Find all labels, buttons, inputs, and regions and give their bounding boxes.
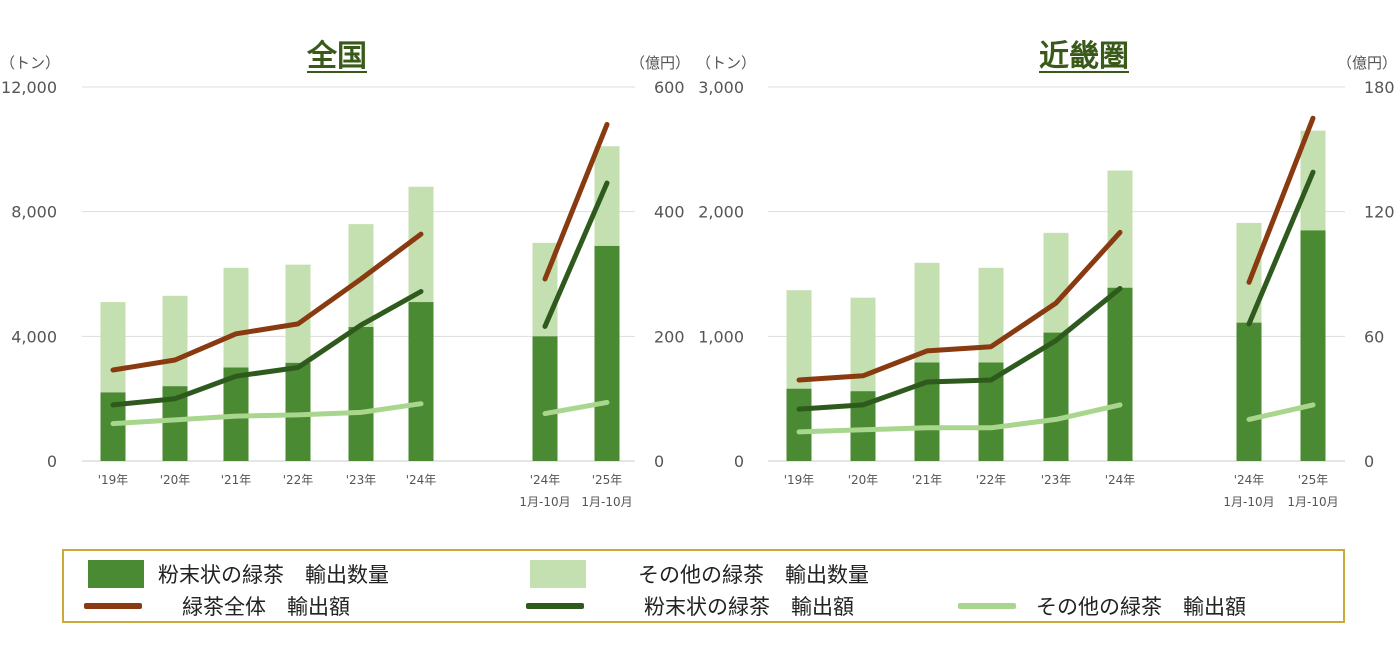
y-tick-right: 120: [1364, 203, 1395, 222]
x-tick-label: 1月-10月: [1223, 495, 1274, 509]
x-tick-label: '22年: [976, 473, 1007, 487]
legend-item-other-qty: その他の緑茶 輸出数量: [530, 559, 869, 589]
y-tick-right: 180: [1364, 78, 1395, 97]
line-total-val: [1246, 115, 1316, 285]
legend-swatch-powder-val: [526, 603, 584, 609]
x-tick-label: 1月-10月: [519, 495, 570, 509]
y-tick-left: 1,000: [698, 327, 744, 346]
y-tick-left: 3,000: [698, 78, 744, 97]
legend-swatch-other-qty: [530, 560, 586, 588]
y-tick-right: 0: [1364, 452, 1374, 471]
line-total-val: [110, 231, 424, 373]
bar-other-qty: [1300, 130, 1326, 231]
legend-item-other-val: その他の緑茶 輸出額: [958, 591, 1246, 621]
bar-other-qty: [162, 295, 188, 387]
bar-powder-qty: [1236, 322, 1262, 461]
x-tick-label: '23年: [346, 473, 377, 487]
line-powder-val: [110, 289, 424, 408]
y-axis-right-unit: （億円）: [1337, 54, 1397, 72]
legend-item-total-val: 緑茶全体 輸出額: [84, 591, 350, 621]
bar-powder-qty: [1043, 332, 1069, 461]
y-tick-right: 200: [654, 327, 685, 346]
x-tick-label: '22年: [283, 473, 314, 487]
bar-other-qty: [914, 262, 940, 363]
legend-swatch-total-val: [84, 603, 142, 609]
x-tick-label: 1月-10月: [581, 495, 632, 509]
line-powder-val: [542, 180, 610, 329]
x-tick-label: '19年: [98, 473, 129, 487]
line-powder-val: [796, 286, 1123, 412]
line-other-val: [110, 401, 424, 427]
y-tick-left: 8,000: [11, 203, 57, 222]
chart-title: 全国: [306, 39, 367, 74]
y-tick-right: 60: [1364, 327, 1384, 346]
bar-powder-qty: [786, 388, 812, 461]
x-tick-label: '24年: [1234, 473, 1265, 487]
bar-other-qty: [100, 302, 126, 393]
bar-powder-qty: [1107, 287, 1133, 461]
bar-other-qty: [223, 267, 249, 368]
x-tick-label: '24年: [1105, 473, 1136, 487]
chart-title: 近畿圏: [1039, 39, 1129, 74]
bar-other-qty: [1043, 232, 1069, 333]
bar-other-qty: [594, 146, 620, 246]
x-tick-label: '24年: [406, 473, 437, 487]
line-other-val: [1246, 402, 1316, 422]
x-tick-label: '20年: [848, 473, 879, 487]
x-tick-label: '25年: [1298, 473, 1329, 487]
y-tick-left: 12,000: [1, 78, 57, 97]
y-tick-left: 0: [734, 452, 744, 471]
y-tick-left: 2,000: [698, 203, 744, 222]
x-tick-label: '25年: [592, 473, 623, 487]
bar-powder-qty: [348, 326, 374, 461]
line-other-val: [796, 402, 1123, 435]
legend-swatch-other-val: [958, 603, 1016, 609]
x-tick-label: '20年: [160, 473, 191, 487]
x-tick-label: '21年: [221, 473, 252, 487]
legend-item-powder-val: 粉末状の緑茶 輸出額: [526, 591, 854, 621]
bar-powder-qty: [532, 336, 558, 461]
bar-powder-qty: [594, 245, 620, 461]
y-tick-left: 0: [47, 452, 57, 471]
legend-label-powder-qty: 粉末状の緑茶 輸出数量: [158, 563, 389, 587]
y-axis-left-unit: （トン）: [696, 54, 756, 72]
line-total-val: [542, 121, 610, 282]
legend-label-other-val: その他の緑茶 輸出額: [1036, 595, 1246, 619]
y-tick-left: 4,000: [11, 327, 57, 346]
legend-label-other-qty: その他の緑茶 輸出数量: [638, 563, 869, 587]
bar-powder-qty: [914, 362, 940, 461]
bar-other-qty: [1107, 170, 1133, 288]
bar-other-qty: [786, 290, 812, 389]
legend-label-powder-val: 粉末状の緑茶 輸出額: [644, 595, 854, 619]
chart-legend: 粉末状の緑茶 輸出数量 その他の緑茶 輸出数量 緑茶全体 輸出額 粉末状の緑茶 …: [62, 549, 1345, 623]
bar-powder-qty: [285, 362, 311, 461]
x-tick-label: '21年: [912, 473, 943, 487]
legend-swatch-powder-qty: [88, 560, 144, 588]
x-tick-label: '23年: [1041, 473, 1072, 487]
line-powder-val: [1246, 169, 1316, 327]
y-tick-right: 0: [654, 452, 664, 471]
y-tick-right: 600: [654, 78, 685, 97]
legend-label-total-val: 緑茶全体 輸出額: [182, 595, 350, 619]
y-tick-right: 400: [654, 203, 685, 222]
y-axis-right-unit: （億円）: [630, 54, 690, 72]
bar-other-qty: [285, 264, 311, 363]
x-tick-label: '19年: [784, 473, 815, 487]
y-axis-left-unit: （トン）: [0, 54, 60, 72]
x-tick-label: 1月-10月: [1287, 495, 1338, 509]
x-tick-label: '24年: [530, 473, 561, 487]
legend-item-powder-qty: 粉末状の緑茶 輸出数量: [88, 559, 389, 589]
line-total-val: [796, 229, 1123, 383]
bar-powder-qty: [1300, 230, 1326, 461]
bar-other-qty: [408, 186, 434, 303]
line-other-val: [542, 399, 610, 417]
bar-powder-qty: [408, 302, 434, 461]
